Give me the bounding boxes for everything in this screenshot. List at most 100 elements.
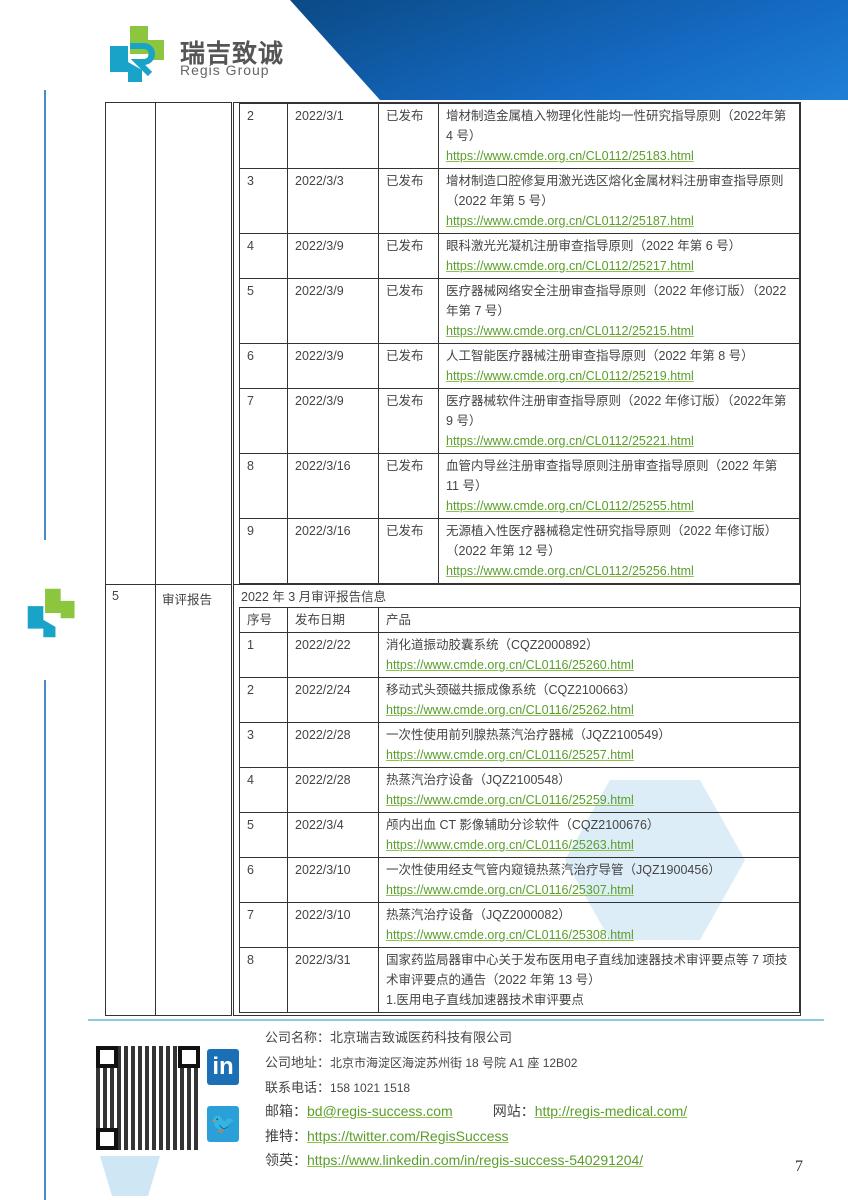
header-no: 序号: [239, 607, 288, 633]
publish-date: 2022/3/3: [287, 168, 379, 234]
footer-divider: [88, 1019, 824, 1021]
guideline-title: 医疗器械网络安全注册审查指导原则（2022 年修订版）（2022 年第 7 号）: [446, 284, 787, 318]
outer-table: 2 2022/3/1 已发布 增材制造金属植入物理化性能均一性研究指导原则（2022年…: [105, 102, 801, 1016]
guideline-title: 无源植入性医疗器械稳定性研究指导原则（2022 年修订版）（2022 年第 12…: [446, 524, 778, 558]
status: 已发布: [378, 103, 439, 169]
product-link[interactable]: https://www.cmde.org.cn/CL0116/25308.htm…: [386, 928, 634, 942]
product-title: 热蒸汽治疗设备（JQZ2100548）: [386, 773, 571, 787]
product-link[interactable]: https://www.cmde.org.cn/CL0116/25257.htm…: [386, 748, 634, 762]
guideline-link[interactable]: https://www.cmde.org.cn/CL0112/25183.htm…: [446, 149, 694, 163]
guideline-cell: 无源植入性医疗器械稳定性研究指导原则（2022 年修订版）（2022 年第 12…: [438, 518, 800, 584]
main-content: 2 2022/3/1 已发布 增材制造金属植入物理化性能均一性研究指导原则（2022年…: [105, 102, 801, 1016]
review-subtitle: 2022 年 3 月审评报告信息: [241, 590, 387, 604]
regis-logo-icon: [110, 26, 164, 82]
row-number: 6: [239, 343, 288, 389]
review-row: 2 2022/2/24 移动式头颈磁共振成像系统（CQZ2100663） https:…: [239, 677, 800, 723]
row-number: 6: [239, 857, 288, 903]
review-row: 3 2022/2/28 一次性使用前列腺热蒸汽治疗器械（JQZ2100549） htt…: [239, 722, 800, 768]
product-link[interactable]: https://www.cmde.org.cn/CL0116/25260.htm…: [386, 658, 634, 672]
guideline-row: 4 2022/3/9 已发布 眼科激光光凝机注册审查指导原则（2022 年第 6 号）…: [239, 233, 800, 279]
twitter-link[interactable]: https://twitter.com/RegisSuccess: [307, 1128, 509, 1144]
linkedin-icon[interactable]: in: [207, 1049, 239, 1085]
side-line: [44, 90, 46, 540]
guideline-link[interactable]: https://www.cmde.org.cn/CL0112/25217.htm…: [446, 259, 694, 273]
guideline-cell: 血管内导丝注册审查指导原则注册审查指导原则（2022 年第 11 号） https…: [438, 453, 800, 519]
status: 已发布: [378, 518, 439, 584]
publish-date: 2022/2/22: [287, 632, 379, 678]
email-link[interactable]: bd@regis-success.com: [307, 1103, 453, 1119]
row-number: 2: [239, 103, 288, 169]
product-link[interactable]: https://www.cmde.org.cn/CL0116/25307.htm…: [386, 883, 634, 897]
decorative-shape: [100, 1156, 160, 1196]
label: 联系电话：: [265, 1080, 331, 1095]
section-category: 审评报告: [155, 584, 233, 1016]
status: 已发布: [378, 233, 439, 279]
publish-date: 2022/3/9: [287, 343, 379, 389]
guideline-link[interactable]: https://www.cmde.org.cn/CL0112/25219.htm…: [446, 369, 694, 383]
product-title: 移动式头颈磁共振成像系统（CQZ2100663）: [386, 683, 637, 697]
linkedin-line: 领英：https://www.linkedin.com/in/regis-suc…: [265, 1151, 643, 1169]
product-cell: 热蒸汽治疗设备（JQZ2100548） https://www.cmde.org.…: [378, 767, 800, 813]
guideline-link[interactable]: https://www.cmde.org.cn/CL0112/25187.htm…: [446, 214, 694, 228]
guideline-link[interactable]: https://www.cmde.org.cn/CL0112/25221.htm…: [446, 434, 694, 448]
status: 已发布: [378, 168, 439, 234]
guideline-title: 眼科激光光凝机注册审查指导原则（2022 年第 6 号）: [446, 239, 742, 253]
email-group: 邮箱：bd@regis-success.com: [265, 1102, 453, 1120]
review-section-row: 5 审评报告 2022 年 3 月审评报告信息 序号 发布日期 产品 1 2022…: [105, 584, 801, 1016]
product-title: 一次性使用经支气管内窥镜热蒸汽治疗导管（JQZ1900456）: [386, 863, 721, 877]
logo-text-cn: 瑞吉致诚: [180, 40, 285, 68]
publish-date: 2022/3/16: [287, 453, 379, 519]
status: 已发布: [378, 343, 439, 389]
product-link[interactable]: https://www.cmde.org.cn/CL0116/25262.htm…: [386, 703, 634, 717]
guideline-cell: 医疗器械软件注册审查指导原则（2022 年修订版）（2022年第 9 号） htt…: [438, 388, 800, 454]
review-row: 6 2022/3/10 一次性使用经支气管内窥镜热蒸汽治疗导管（JQZ1900456…: [239, 857, 800, 903]
publish-date: 2022/2/28: [287, 767, 379, 813]
guideline-link[interactable]: https://www.cmde.org.cn/CL0112/25256.htm…: [446, 564, 694, 578]
guideline-title: 医疗器械软件注册审查指导原则（2022 年修订版）（2022年第 9 号）: [446, 394, 787, 428]
twitter-line: 推特：https://twitter.com/RegisSuccess: [265, 1127, 509, 1145]
twitter-icon[interactable]: 🐦: [207, 1106, 239, 1142]
publish-date: 2022/3/10: [287, 902, 379, 948]
product-title: 热蒸汽治疗设备（JQZ2000082）: [386, 908, 571, 922]
company-address: 北京市海淀区海淀苏州街 18 号院 A1 座 12B02: [330, 1056, 578, 1070]
row-number: 7: [239, 388, 288, 454]
product-cell: 一次性使用经支气管内窥镜热蒸汽治疗导管（JQZ1900456） https://w…: [378, 857, 800, 903]
product-link[interactable]: https://www.cmde.org.cn/CL0116/25263.htm…: [386, 838, 634, 852]
phone: 158 1021 1518: [330, 1081, 411, 1095]
linkedin-link[interactable]: https://www.linkedin.com/in/regis-succes…: [307, 1152, 644, 1168]
guideline-row: 9 2022/3/16 已发布 无源植入性医疗器械稳定性研究指导原则（2022 年修订…: [239, 518, 800, 584]
publish-date: 2022/3/4: [287, 812, 379, 858]
label: 领英：: [265, 1152, 307, 1168]
label: 网站：: [492, 1103, 535, 1119]
row-number: 2: [239, 677, 288, 723]
publish-date: 2022/3/1: [287, 103, 379, 169]
row-number: 3: [239, 722, 288, 768]
page-number: 7: [795, 1158, 803, 1175]
guideline-title: 人工智能医疗器械注册审查指导原则（2022 年第 8 号）: [446, 349, 754, 363]
product-title: 颅内出血 CT 影像辅助分诊软件（CQZ2100676）: [386, 818, 660, 832]
guideline-table: 2 2022/3/1 已发布 增材制造金属植入物理化性能均一性研究指导原则（2022年…: [239, 103, 800, 584]
publish-date: 2022/3/9: [287, 278, 379, 344]
product-title: 一次性使用前列腺热蒸汽治疗器械（JQZ2100549）: [386, 728, 671, 742]
row-number: 4: [239, 767, 288, 813]
qr-finder: [96, 1046, 118, 1068]
publish-date: 2022/3/31: [287, 947, 379, 1013]
row-number: 9: [239, 518, 288, 584]
guideline-link[interactable]: https://www.cmde.org.cn/CL0112/25215.htm…: [446, 324, 694, 338]
guideline-cell: 医疗器械网络安全注册审查指导原则（2022 年修订版）（2022 年第 7 号）…: [438, 278, 800, 344]
row-number: 3: [239, 168, 288, 234]
guideline-link[interactable]: https://www.cmde.org.cn/CL0112/25255.htm…: [446, 499, 694, 513]
product-link[interactable]: https://www.cmde.org.cn/CL0116/25259.htm…: [386, 793, 634, 807]
guideline-row: 6 2022/3/9 已发布 人工智能医疗器械注册审查指导原则（2022 年第 8 号…: [239, 343, 800, 389]
qr-finder: [178, 1046, 200, 1068]
header-banner: [290, 0, 848, 100]
product-cell: 国家药监局器审中心关于发布医用电子直线加速器技术审评要点等 7 项技术审评要点的…: [378, 947, 800, 1013]
website-group: 网站：http://regis-medical.com/: [493, 1102, 688, 1120]
row-number: 5: [239, 278, 288, 344]
guideline-row: 2 2022/3/1 已发布 增材制造金属植入物理化性能均一性研究指导原则（2022年…: [239, 103, 800, 169]
website-link[interactable]: http://regis-medical.com/: [534, 1103, 688, 1119]
guideline-title: 增材制造口腔修复用激光选区熔化金属材料注册审查指导原则（2022 年第 5 号）: [446, 174, 784, 208]
review-row: 7 2022/3/10 热蒸汽治疗设备（JQZ2000082） https://www…: [239, 902, 800, 948]
row-number: 7: [239, 902, 288, 948]
side-logo-icon: [27, 588, 75, 638]
